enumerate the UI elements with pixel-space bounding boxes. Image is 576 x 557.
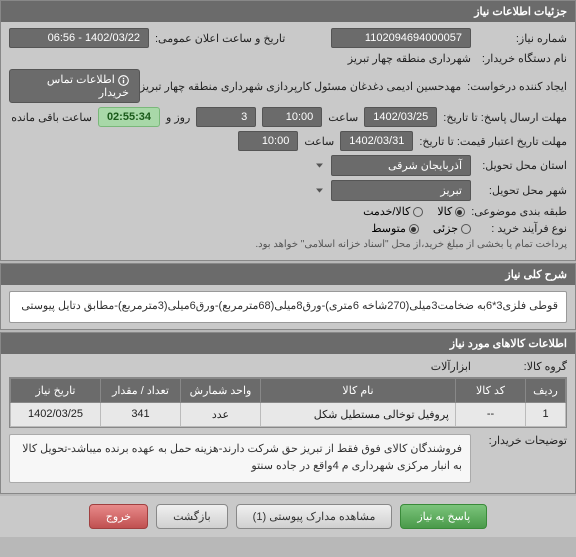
cell-date: 1402/03/25 xyxy=(11,402,101,426)
purchase-type-label: نوع فرآیند خرید : xyxy=(477,222,567,235)
desc-header: شرح کلی نیاز xyxy=(1,264,575,285)
col-qty: تعداد / مقدار xyxy=(101,378,181,402)
radio-unchecked-icon xyxy=(461,224,471,234)
radio-checked-icon xyxy=(455,207,465,217)
city-value: تبریز xyxy=(331,180,471,201)
cell-unit: عدد xyxy=(181,402,261,426)
items-panel: اطلاعات کالاهای مورد نیاز گروه کالا: ابز… xyxy=(0,332,576,494)
requester-label: ایجاد کننده درخواست: xyxy=(467,80,567,93)
items-table: ردیف کد کالا نام کالا واحد شمارش تعداد /… xyxy=(10,378,566,427)
contact-buyer-label: اطلاعات تماس خریدار xyxy=(47,74,129,99)
need-info-header: جزئیات اطلاعات نیاز xyxy=(1,1,575,22)
city-label: شهر محل تحویل: xyxy=(477,184,567,197)
cell-row-num: 1 xyxy=(526,402,566,426)
cell-name: پروفیل توخالی مستطیل شکل xyxy=(261,402,456,426)
validity-date: 1402/03/31 xyxy=(340,131,413,151)
chevron-down-icon xyxy=(314,185,325,196)
radio-checked-icon xyxy=(409,224,419,234)
validity-label: مهلت تاریخ اعتبار قیمت: تا تاریخ: xyxy=(419,135,567,148)
group-label: گروه کالا: xyxy=(477,360,567,373)
footer-bar: پاسخ به نیاز مشاهده مدارک پیوستی (1) باز… xyxy=(0,496,576,537)
need-no-value: 1102094694000057 xyxy=(331,28,471,48)
respond-label: پاسخ به نیاز xyxy=(417,511,470,523)
col-name: نام کالا xyxy=(261,378,456,402)
table-header-row: ردیف کد کالا نام کالا واحد شمارش تعداد /… xyxy=(11,378,566,402)
desc-text: قوطی فلزی3*6به ضخامت3میلی(270شاخه 6متری)… xyxy=(9,291,567,323)
purchase-type-radio-group: جزئی متوسط xyxy=(371,222,471,235)
days-and-label: روز و xyxy=(166,111,190,124)
medium-radio[interactable]: متوسط xyxy=(371,222,419,235)
pub-datetime-label: تاریخ و ساعت اعلان عمومی: xyxy=(155,32,285,45)
table-row[interactable]: 1 -- پروفیل توخالی مستطیل شکل عدد 341 14… xyxy=(11,402,566,426)
goods-radio-label: کالا xyxy=(437,205,452,218)
exit-label: خروج xyxy=(106,511,131,523)
cell-qty: 341 xyxy=(101,402,181,426)
back-label: بازگشت xyxy=(173,511,211,523)
service-radio[interactable]: کالا/خدمت xyxy=(363,205,423,218)
chevron-down-icon xyxy=(314,160,325,171)
back-button[interactable]: بازگشت xyxy=(156,504,228,529)
need-no-label: شماره نیاز: xyxy=(477,32,567,45)
desc-body: قوطی فلزی3*6به ضخامت3میلی(270شاخه 6متری)… xyxy=(1,285,575,329)
contact-buyer-button[interactable]: اطلاعات تماس خریدار xyxy=(9,69,140,103)
partial-radio-label: جزئی xyxy=(433,222,458,235)
partial-radio[interactable]: جزئی xyxy=(433,222,471,235)
validity-time: 10:00 xyxy=(238,131,298,151)
items-table-wrap: ردیف کد کالا نام کالا واحد شمارش تعداد /… xyxy=(9,377,567,428)
hour-label-2: ساعت xyxy=(304,135,334,148)
info-icon xyxy=(118,75,129,86)
items-header: اطلاعات کالاهای مورد نیاز xyxy=(1,333,575,354)
remaining-label: ساعت باقی مانده xyxy=(11,111,92,124)
goods-radio[interactable]: کالا xyxy=(437,205,465,218)
col-code: کد کالا xyxy=(456,378,526,402)
medium-radio-label: متوسط xyxy=(371,222,406,235)
countdown-timer: 02:55:34 xyxy=(98,107,160,127)
deadline-date: 1402/03/25 xyxy=(364,107,437,127)
col-row-num: ردیف xyxy=(526,378,566,402)
items-body: گروه کالا: ابزارآلات ردیف کد کالا نام کا… xyxy=(1,354,575,493)
col-date: تاریخ نیاز xyxy=(11,378,101,402)
col-unit: واحد شمارش xyxy=(181,378,261,402)
deadline-time: 10:00 xyxy=(262,107,322,127)
respond-button[interactable]: پاسخ به نیاز xyxy=(400,504,487,529)
buyer-org-label: نام دستگاه خریدار: xyxy=(477,52,567,65)
need-info-body: شماره نیاز: 1102094694000057 تاریخ و ساع… xyxy=(1,22,575,260)
cell-code: -- xyxy=(456,402,526,426)
province-value: آذربایجان شرقی xyxy=(331,155,471,176)
buyer-notes-label: توضیحات خریدار: xyxy=(477,434,567,447)
exit-button[interactable]: خروج xyxy=(89,504,148,529)
requester-value: مهدحسین ادیمی دغدغان مسئول کارپردازی شهر… xyxy=(140,80,461,93)
pub-datetime-value: 1402/03/22 - 06:56 xyxy=(9,28,149,48)
desc-panel: شرح کلی نیاز قوطی فلزی3*6به ضخامت3میلی(2… xyxy=(0,263,576,330)
deadline-label: مهلت ارسال پاسخ: تا تاریخ: xyxy=(443,111,567,124)
category-label: طبقه بندی موضوعی: xyxy=(471,205,567,218)
need-info-panel: جزئیات اطلاعات نیاز شماره نیاز: 11020946… xyxy=(0,0,576,261)
buyer-org-value: شهرداری منطقه چهار تبریز xyxy=(348,52,471,65)
service-radio-label: کالا/خدمت xyxy=(363,205,410,218)
payment-note: پرداخت تمام یا بخشی از مبلغ خرید،از محل … xyxy=(255,239,567,250)
category-radio-group: کالا کالا/خدمت xyxy=(363,205,465,218)
group-value: ابزارآلات xyxy=(431,360,471,373)
attachments-label: مشاهده مدارک پیوستی (1) xyxy=(253,511,376,523)
buyer-notes-text: فروشندگان کالای فوق فقط از تبریز حق شرکت… xyxy=(9,434,471,483)
hour-label-1: ساعت xyxy=(328,111,358,124)
radio-unchecked-icon xyxy=(413,207,423,217)
attachments-button[interactable]: مشاهده مدارک پیوستی (1) xyxy=(236,504,393,529)
province-label: استان محل تحویل: xyxy=(477,159,567,172)
days-value: 3 xyxy=(196,107,256,127)
